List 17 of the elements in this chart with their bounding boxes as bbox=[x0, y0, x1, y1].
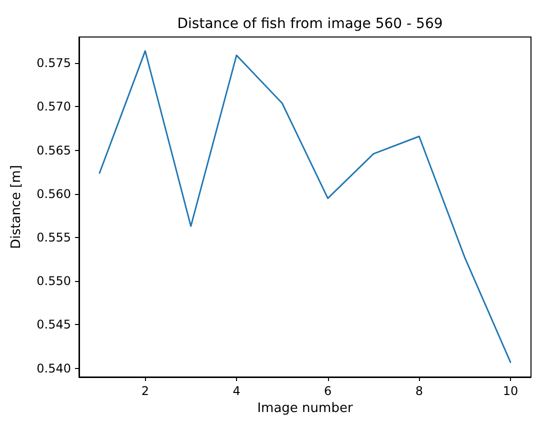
line-series bbox=[98, 50, 512, 363]
y-tick-label: 0.550 bbox=[36, 274, 71, 288]
y-tick-label: 0.555 bbox=[36, 230, 71, 245]
y-tick-label: 0.560 bbox=[36, 186, 71, 201]
y-tick-label: 0.570 bbox=[36, 100, 71, 114]
x-axis-title: Image number bbox=[257, 400, 354, 416]
y-tick-label: 0.545 bbox=[36, 318, 71, 332]
x-tick-label: 8 bbox=[415, 384, 423, 398]
chart-title: Distance of fish from image 560 - 569 bbox=[177, 16, 443, 32]
y-axis-title: Distance [m] bbox=[9, 165, 24, 249]
x-tick-label: 6 bbox=[324, 384, 332, 398]
x-tick-label: 2 bbox=[141, 384, 150, 398]
y-tick-label: 0.540 bbox=[36, 361, 71, 376]
y-tick-label: 0.565 bbox=[36, 143, 71, 158]
x-tick-label: 10 bbox=[502, 384, 518, 398]
x-tick-label: 4 bbox=[232, 384, 240, 398]
y-tick-label: 0.575 bbox=[36, 56, 71, 70]
